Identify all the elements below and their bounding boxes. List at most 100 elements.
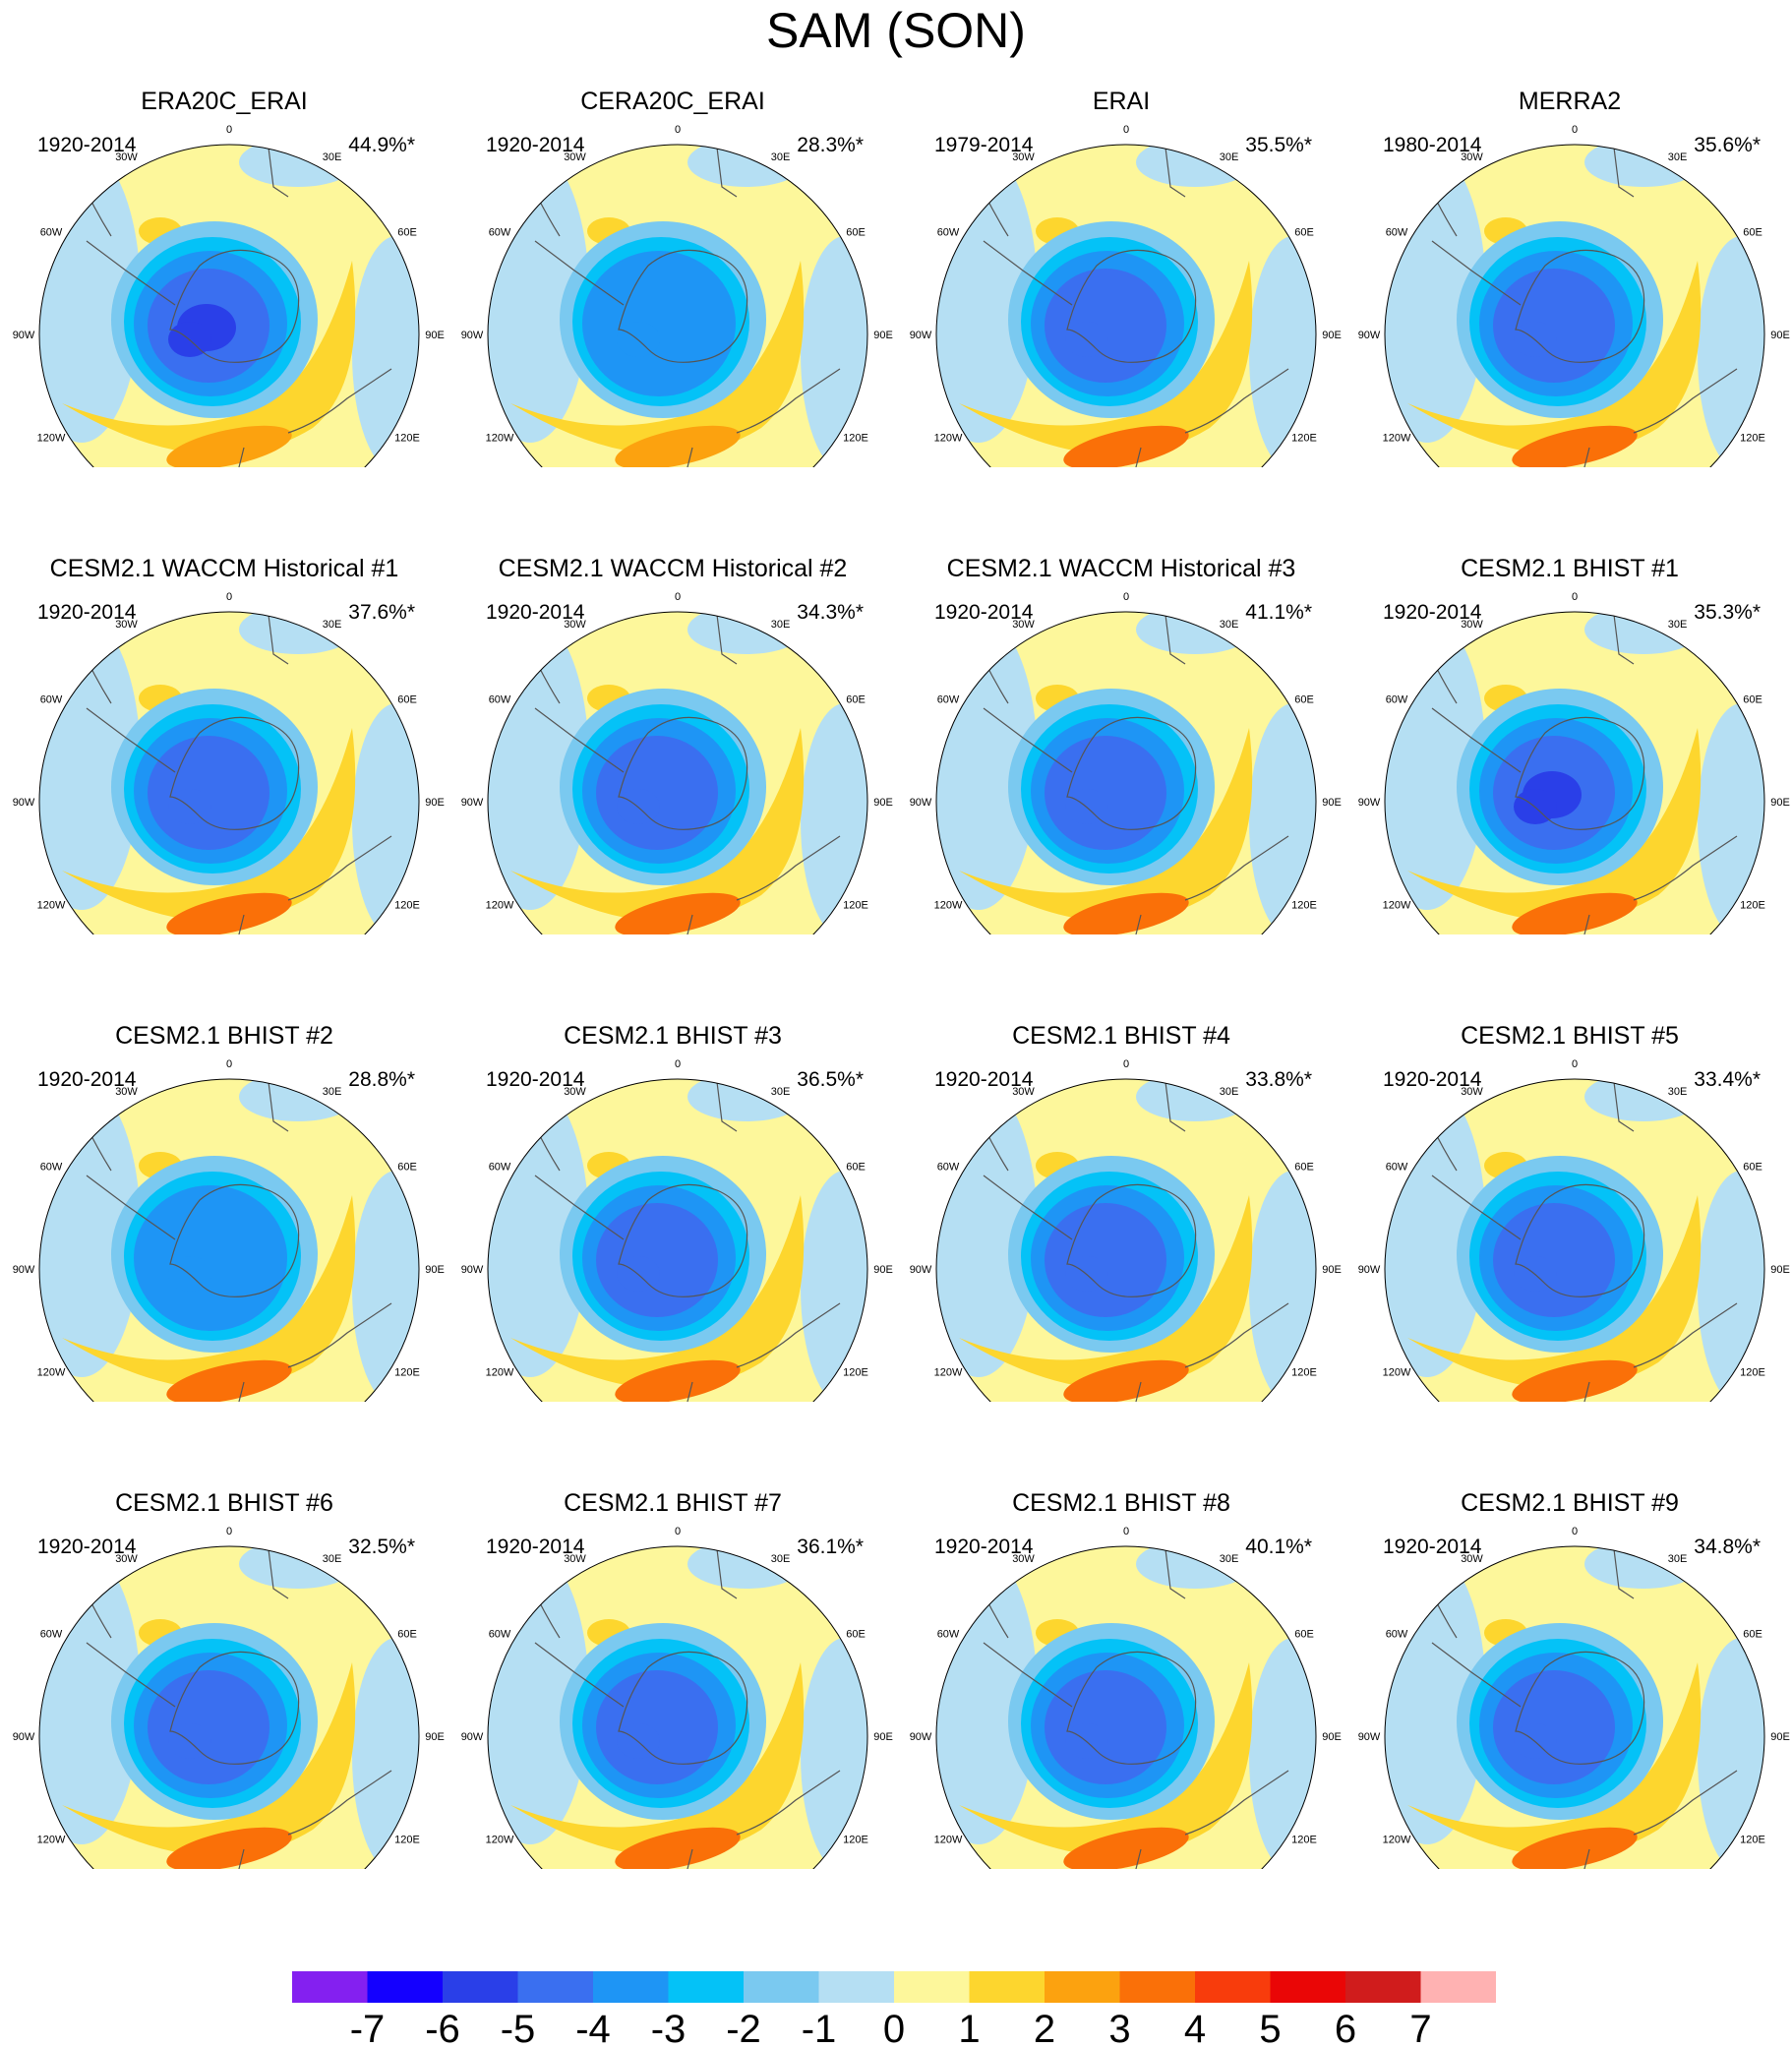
longitude-label: 90W [910,1731,932,1743]
longitude-label: 30W [564,619,586,631]
colorbar-label: 7 [1409,2008,1431,2046]
polar-map: 030E60E90E120E150E180150W120W90W60W30W [461,1526,893,1869]
longitude-label: 30W [564,1086,586,1098]
longitude-label: 90E [425,797,445,809]
peninsula-coastline [534,707,625,773]
longitude-label: 120W [486,1835,514,1846]
peninsula-coastline [983,1642,1073,1708]
negative-contour [582,251,736,396]
panel-title: CESM2.1 BHIST #1 [1461,555,1679,582]
panel-title: CESM2.1 BHIST #5 [1461,1022,1679,1050]
polar-map: 030E60E90E120E150E180150W120W90W60W30W [13,1526,445,1869]
negative-contour [1045,736,1166,850]
longitude-label: 90E [425,1264,445,1276]
australia-coastline [1184,368,1289,434]
positive-ridge [1407,728,1702,923]
longitude-label: 30W [1461,151,1483,163]
australia-coastline [1633,835,1738,901]
longitude-label: 0 [1572,1058,1578,1070]
longitude-label: 120E [1291,433,1317,445]
polar-map: 030E60E90E120E150E180150W120W90W60W30W [13,1058,445,1402]
map-boundary [935,611,1317,934]
longitude-label: 0 [1123,1058,1129,1070]
polar-map: 030E60E90E120E150E180150W120W90W60W30W [461,591,893,934]
peninsula-coastline [1431,1642,1522,1708]
longitude-label: 30E [1668,151,1688,163]
map-panel: CESM2.1 BHIST #7 1920-2014 36.1%* 0 30E 60E 90… [448,1402,897,1869]
panel-title: CESM2.1 WACCM Historical #3 [946,555,1296,582]
longitude-label: 30W [1461,1553,1483,1565]
longitude-label: 30E [1668,619,1688,631]
map-field [488,1546,867,1869]
colorbar-bin [744,1971,819,2003]
colorbar-label: 1 [958,2008,980,2046]
australia-coastline [736,835,841,901]
positive-ridge [1407,1195,1702,1390]
longitude-label: 60E [1294,1162,1314,1174]
panel-variance: 36.5%* [797,1068,864,1091]
positive-ridge [62,1662,356,1857]
longitude-label: 30E [771,1086,791,1098]
antarctica-coastline [169,1183,300,1297]
australia-coastline [1633,368,1738,434]
longitude-label: 120E [1291,1367,1317,1379]
longitude-label: 90E [1322,797,1342,809]
panel-period: 1920-2014 [934,601,1034,624]
positive-ridge-core [1063,425,1189,467]
map-boundary [1384,611,1765,934]
longitude-label: 0 [675,591,681,603]
australia-coastline [1184,1770,1289,1836]
map-boundary [38,1545,420,1869]
new-zealand-coastline [1125,1381,1142,1402]
longitude-label: 60E [1743,1162,1762,1174]
longitude-label: 60W [1386,694,1408,706]
polar-map: 030E60E90E120E150E180150W120W90W60W30W [910,124,1342,467]
longitude-label: 30E [323,1553,342,1565]
longitude-label: 60E [397,1162,417,1174]
panel-title: CESM2.1 BHIST #8 [1012,1489,1230,1517]
africa-coastline [268,1548,289,1599]
positive-ridge-core [1512,1359,1638,1402]
panel-period: 1920-2014 [1383,1536,1482,1558]
panel-period: 1979-2014 [934,134,1034,156]
antarctica-coastline [618,1651,748,1765]
positive-ridge [510,1662,805,1857]
longitude-label: 90E [873,797,893,809]
longitude-label: 90W [461,330,484,341]
panel-variance: 37.6%* [348,601,415,624]
positive-ridge-core [1063,1827,1189,1869]
africa-coastline [716,1081,738,1132]
longitude-label: 120W [486,433,514,445]
colorbar-label: -3 [651,2008,687,2046]
panel-title: CESM2.1 BHIST #3 [564,1022,782,1050]
longitude-label: 90W [1358,797,1381,809]
panel-variance: 41.1%* [1245,601,1312,624]
longitude-label: 60E [1294,227,1314,239]
map-boundary [487,611,868,934]
map-boundary [935,1545,1317,1869]
new-zealand-coastline [228,914,245,934]
longitude-label: 90W [910,1264,932,1276]
map-boundary [38,144,420,467]
longitude-label: 120E [1740,433,1765,445]
panel-variance: 44.9%* [348,134,415,156]
peninsula-coastline [1431,240,1522,306]
antarctica-coastline [1515,249,1645,363]
peninsula-coastline [86,240,176,306]
colorbar-label: 6 [1335,2008,1356,2046]
longitude-label: 120W [934,1835,963,1846]
africa-coastline [1165,147,1186,198]
negative-contour [1493,1670,1615,1784]
longitude-label: 30W [115,619,138,631]
colorbar-label: -4 [575,2008,611,2046]
longitude-label: 60W [40,1162,63,1174]
antarctica-coastline [618,1183,748,1297]
new-zealand-coastline [228,1381,245,1402]
panel-period: 1920-2014 [37,1536,137,1558]
negative-contour [596,1203,718,1317]
positive-ridge [510,728,805,923]
longitude-label: 90W [13,330,35,341]
negative-contour [1045,1203,1166,1317]
positive-ridge-core [615,1827,741,1869]
longitude-label: 120W [486,1367,514,1379]
